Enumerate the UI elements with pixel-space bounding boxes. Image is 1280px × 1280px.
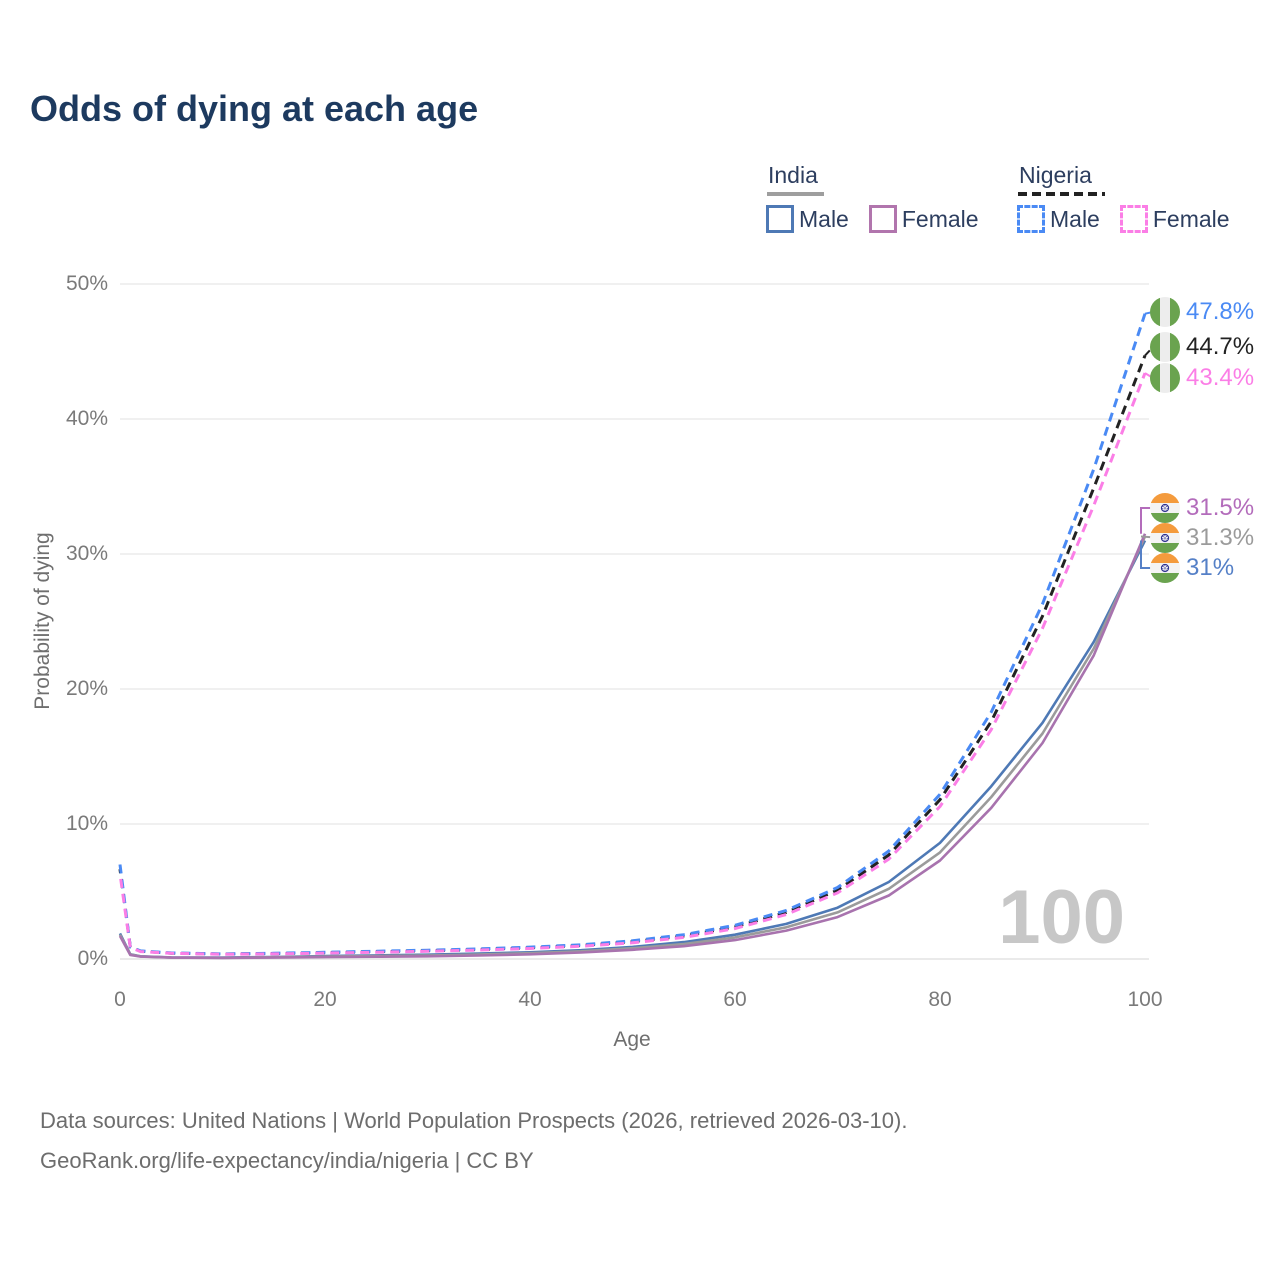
legend-items-nigeria: Male Female xyxy=(1017,205,1250,233)
india-flag-icon xyxy=(1150,523,1180,553)
nigeria-flag-icon xyxy=(1150,332,1180,362)
end-label-india-female: 31.5% xyxy=(1150,492,1254,524)
footer-attribution: GeoRank.org/life-expectancy/india/nigeri… xyxy=(40,1148,534,1173)
legend-swatch-nigeria-female[interactable] xyxy=(1119,205,1148,233)
end-label-nigeria-male: 47.8% xyxy=(1150,296,1254,328)
india-flag-icon xyxy=(1150,493,1180,523)
y-axis-title: Probability of dying xyxy=(31,532,54,710)
legend-group-nigeria: Nigeria xyxy=(1019,162,1092,188)
page-title: Odds of dying at each age xyxy=(30,88,479,129)
end-label-value: 31.3% xyxy=(1186,524,1255,551)
y-tick-10%: 10% xyxy=(65,812,108,835)
legend-label-nigeria-female[interactable]: Female xyxy=(1152,205,1230,232)
x-tick-100: 100 xyxy=(1127,988,1163,1011)
y-tick-40%: 40% xyxy=(65,407,108,430)
x-tick-20: 20 xyxy=(313,988,337,1011)
india-flag-icon xyxy=(1150,553,1180,583)
x-axis-title: Age xyxy=(613,1028,651,1051)
legend-label-india-female[interactable]: Female xyxy=(901,205,979,232)
nigeria-flag-icon xyxy=(1150,297,1180,327)
end-label-nigeria-female: 43.4% xyxy=(1150,362,1254,394)
end-label-value: 43.4% xyxy=(1186,364,1255,391)
end-label-nigeria-total: 44.7% xyxy=(1150,331,1254,363)
line-nigeria-female xyxy=(118,372,1147,956)
legend-swatch-india-male[interactable] xyxy=(766,205,794,233)
x-tick-80: 80 xyxy=(928,988,952,1011)
y-tick-50%: 50% xyxy=(65,272,108,295)
x-tick-60: 60 xyxy=(723,988,747,1011)
legend-group-india: India xyxy=(768,162,818,188)
legend-label-india-male[interactable]: Male xyxy=(799,205,849,232)
nigeria-flag-icon xyxy=(1150,363,1180,393)
legend-label-nigeria-male[interactable]: Male xyxy=(1050,205,1100,232)
legend-swatch-nigeria-male[interactable] xyxy=(1017,205,1045,233)
x-tick-0: 0 xyxy=(114,988,126,1011)
line-india-total xyxy=(118,535,1147,960)
end-label-value: 31% xyxy=(1186,554,1235,581)
line-nigeria-male xyxy=(118,313,1147,956)
y-tick-30%: 30% xyxy=(65,542,108,565)
age-watermark: 100 xyxy=(998,875,1125,960)
y-tick-0%: 0% xyxy=(77,947,108,970)
legend-swatch-india-female[interactable] xyxy=(868,205,897,233)
line-india-male xyxy=(118,539,1147,959)
end-label-india-total: 31.3% xyxy=(1150,522,1254,554)
end-label-value: 44.7% xyxy=(1186,333,1255,360)
y-tick-20%: 20% xyxy=(65,677,108,700)
legend-items-india: Male Female xyxy=(766,205,999,233)
end-label-value: 31.5% xyxy=(1186,494,1255,521)
line-india-female xyxy=(118,533,1147,960)
footer-data-sources: Data sources: United Nations | World Pop… xyxy=(40,1108,908,1133)
x-tick-40: 40 xyxy=(518,988,542,1011)
legend-linestyle-sample-nigeria xyxy=(1018,192,1105,196)
line-nigeria-total xyxy=(118,354,1147,956)
end-label-india-male: 31% xyxy=(1150,552,1234,584)
end-label-value: 47.8% xyxy=(1186,298,1255,325)
legend-linestyle-sample-india xyxy=(767,192,824,196)
